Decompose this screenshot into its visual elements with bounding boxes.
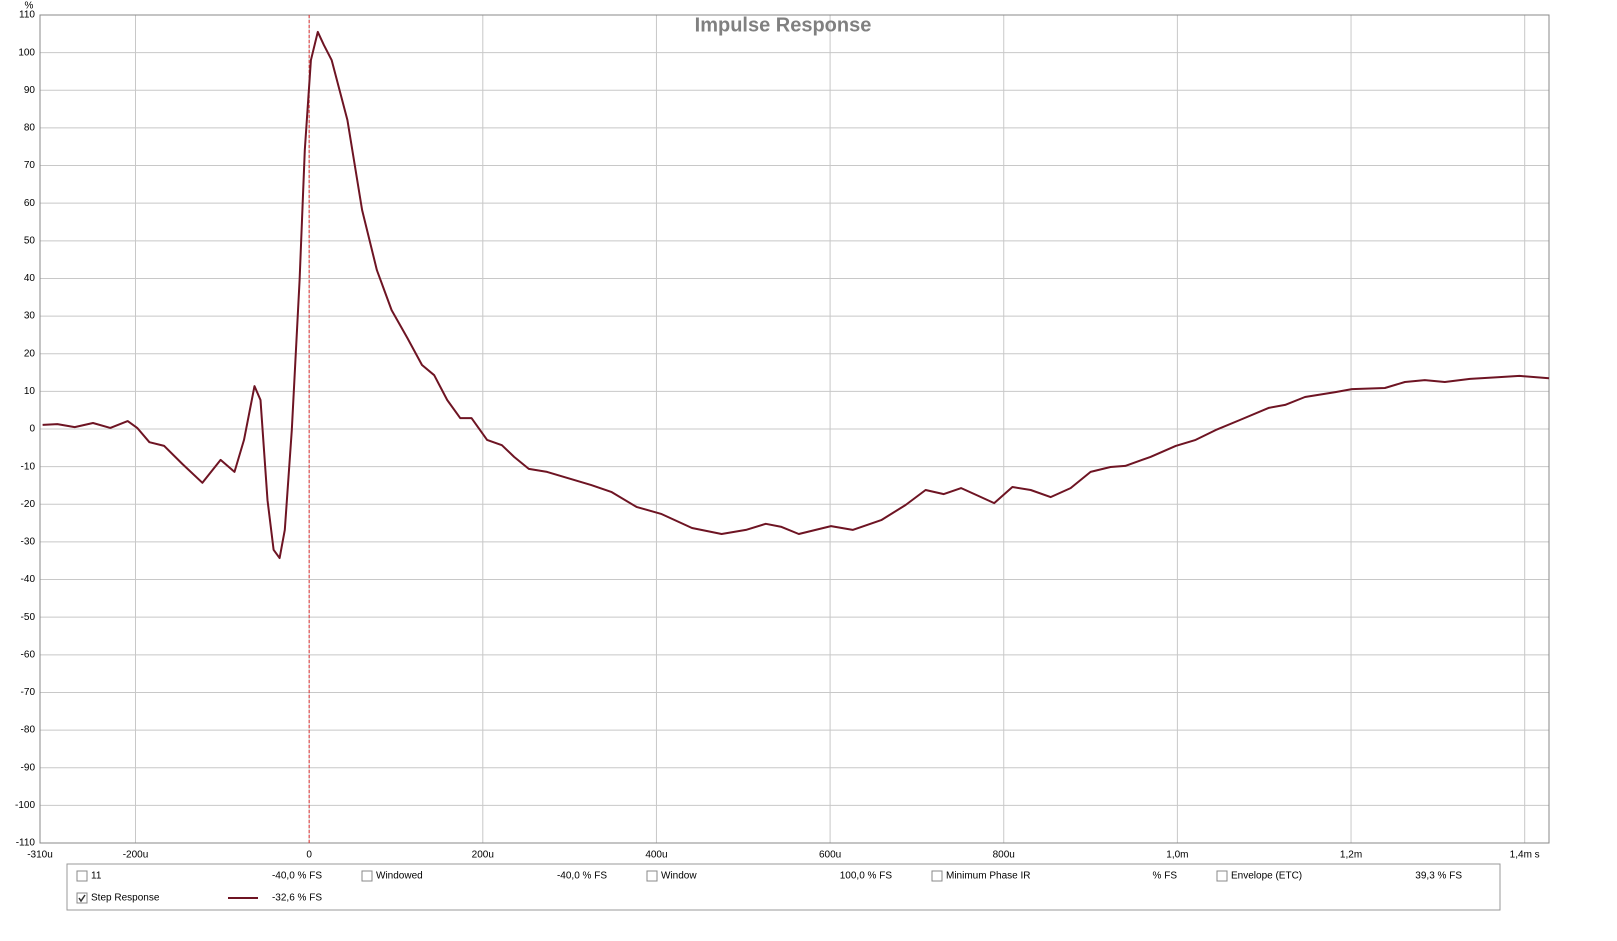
x-tick-label: -310u [27,850,53,861]
y-tick-label: -90 [21,762,36,773]
y-tick-label: -20 [21,499,36,510]
checkbox[interactable] [1216,870,1228,882]
y-tick-label: -80 [21,725,36,736]
checkbox[interactable] [361,870,373,882]
x-tick-label: 600u [819,850,841,861]
y-tick-label: -100 [15,800,35,811]
legend-readout: 100,0 % FS [840,871,893,882]
plot-border [39,14,1550,844]
y-tick-label: 60 [24,198,36,209]
y-tick-label: 20 [24,348,36,359]
y-tick-label: 110 [19,10,35,21]
x-tick-label: 800u [993,850,1015,861]
legend-readout: -32,6 % FS [272,893,322,904]
legend-panel [66,863,1501,911]
legend-readout: 39,3 % FS [1415,871,1462,882]
y-tick-label: 30 [24,311,36,322]
x-tick-label: 1,4m s [1510,850,1540,861]
checkbox[interactable] [76,870,88,882]
y-tick-label: 0 [29,424,35,435]
legend-label: Envelope (ETC) [1231,871,1302,882]
x-tick-label: 200u [472,850,494,861]
x-tick-label: 1,2m [1340,850,1362,861]
legend-label: Windowed [376,871,423,882]
x-tick-label: 0 [306,850,312,861]
checkbox[interactable] [931,870,943,882]
y-tick-label: 100 [18,47,35,58]
x-tick-label: -200u [123,850,149,861]
y-tick-label: 40 [24,273,36,284]
y-tick-label: 50 [24,235,36,246]
y-tick-label: 10 [24,386,36,397]
y-tick-label: -40 [21,574,36,585]
y-tick-label: -110 [16,838,36,849]
legend-readout: % FS [1153,871,1178,882]
x-tick-label: 1,0m [1166,850,1188,861]
y-tick-label: -30 [21,537,36,548]
legend-label: Minimum Phase IR [946,871,1030,882]
legend-label: Window [661,871,697,882]
chart-title: Impulse Response [695,14,872,36]
checkbox[interactable] [646,870,658,882]
legend-label: Step Response [91,893,160,904]
y-tick-label: -70 [21,687,36,698]
y-tick-label: -50 [21,612,36,623]
y-tick-label: 80 [24,123,36,134]
legend-label: 11 [91,871,102,882]
legend-readout: -40,0 % FS [272,871,322,882]
checkbox[interactable] [76,892,88,904]
y-tick-label: -60 [21,649,36,660]
y-tick-label: -10 [21,461,36,472]
y-tick-label: 70 [24,160,36,171]
legend-readout: -40,0 % FS [557,871,607,882]
y-unit: % [25,1,34,12]
data-line [42,30,1550,560]
y-tick-label: 90 [24,85,36,96]
x-tick-label: 400u [645,850,667,861]
checkmark [78,894,86,903]
